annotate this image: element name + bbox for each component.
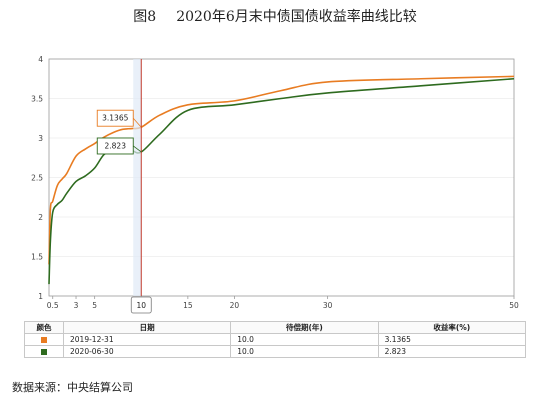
chart-title: 图8 2020年6月末中债国债收益率曲线比较 [0, 6, 550, 26]
yield-cell: 2.823 [377, 345, 527, 358]
col-color-header: 颜色 [24, 321, 64, 334]
series-lines [48, 75, 515, 285]
maturity-cell: 10.0 [230, 333, 379, 346]
x-axis-ticks: 0.5 3 5 15 20 30 50 [47, 296, 519, 310]
data-source-note: 数据来源：中央结算公司 [12, 381, 133, 394]
plot-frame [48, 58, 515, 297]
x-tick-label: 30 [323, 301, 333, 310]
y-tick-label: 3 [38, 134, 43, 143]
x-tick-label: 5 [92, 301, 97, 310]
cursor-shade [133, 59, 142, 296]
date-cell: 2019-12-31 [62, 333, 232, 346]
series-legend-table: 颜色 日期 待偿期(年) 收益率(%) 2019-12-31 10.0 3.13… [24, 321, 527, 358]
callout-pointer [133, 145, 142, 153]
crosshair-cursor[interactable]: 10 [130, 59, 152, 314]
callout-value-2019: 3.1365 [102, 114, 128, 123]
figure-number: 图8 [133, 9, 157, 25]
date-cell: 2020-06-30 [62, 345, 232, 358]
y-tick-label: 1.5 [31, 253, 43, 262]
series-line-2019-12-31 [48, 75, 515, 265]
callout-value-2020: 2.823 [105, 141, 127, 150]
col-date-header: 日期 [62, 321, 232, 334]
x-tick-label: 0.5 [47, 301, 59, 310]
table-row: 2019-12-31 10.0 3.1365 [24, 333, 527, 346]
x-tick-label: 50 [509, 301, 519, 310]
value-callouts: 3.1365 2.823 [96, 109, 142, 155]
y-tick-label: 2.5 [31, 174, 43, 183]
yield-curve-chart: 1 1.5 2 2.5 3 3.5 4 0.5 3 5 15 20 30 50 10 3.1365 2.8… [31, 55, 519, 314]
y-tick-label: 3.5 [31, 95, 43, 104]
green-swatch-icon [41, 349, 47, 355]
x-tick-label: 15 [183, 301, 193, 310]
series-color-cell [24, 345, 64, 358]
x-tick-label: 3 [74, 301, 79, 310]
yield-cell: 3.1365 [377, 333, 527, 346]
table-header-row: 颜色 日期 待偿期(年) 收益率(%) [24, 321, 527, 334]
col-yield-header: 收益率(%) [377, 321, 527, 334]
callout-pointer [132, 117, 142, 128]
col-maturity-header: 待偿期(年) [230, 321, 379, 334]
y-tick-label: 2 [38, 213, 43, 222]
y-axis-ticks: 1 1.5 2 2.5 3 3.5 4 [31, 55, 43, 301]
series-color-cell [24, 333, 64, 346]
chart-title-text: 2020年6月末中债国债收益率曲线比较 [176, 9, 417, 25]
orange-swatch-icon [41, 337, 47, 343]
series-line-2020-06-30 [48, 77, 515, 285]
x-tick-label: 20 [230, 301, 240, 310]
table-row: 2020-06-30 10.0 2.823 [24, 345, 527, 358]
cursor-x-label: 10 [136, 301, 146, 310]
cursor-x-label-box [130, 296, 152, 314]
y-tick-label: 4 [38, 55, 43, 64]
y-tick-label: 1 [38, 292, 43, 301]
maturity-cell: 10.0 [230, 345, 379, 358]
